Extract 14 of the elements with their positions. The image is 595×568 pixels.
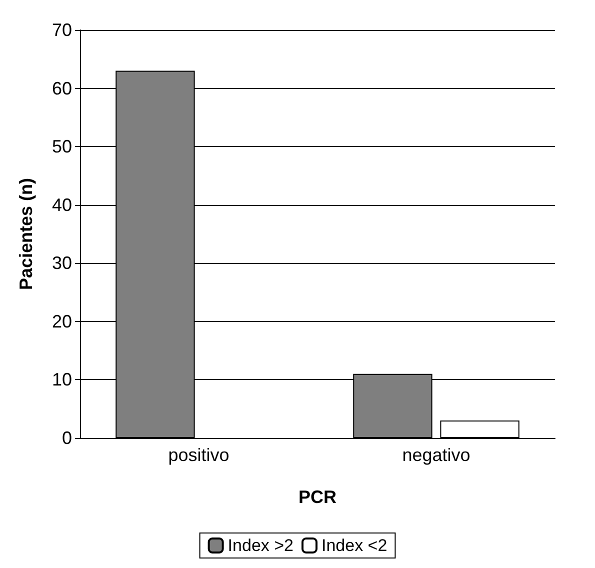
y-tick-label: 50 (52, 136, 72, 157)
y-tick-label: 0 (62, 428, 72, 448)
y-tick-label: 60 (52, 78, 72, 98)
x-tick-label: negativo (402, 445, 470, 465)
x-tick-label: positivo (168, 445, 230, 465)
y-tick-label: 10 (52, 370, 72, 390)
y-tick-label: 40 (52, 194, 72, 215)
y-tick-label: 70 (52, 20, 72, 40)
y-tick-label: 20 (52, 311, 72, 332)
y-tick-label: 30 (52, 253, 72, 274)
y-axis-title: Pacientes (n) (16, 178, 36, 290)
legend-label: Index <2 (322, 536, 388, 555)
legend-label: Index >2 (228, 536, 294, 555)
x-axis-title: PCR (298, 487, 337, 507)
